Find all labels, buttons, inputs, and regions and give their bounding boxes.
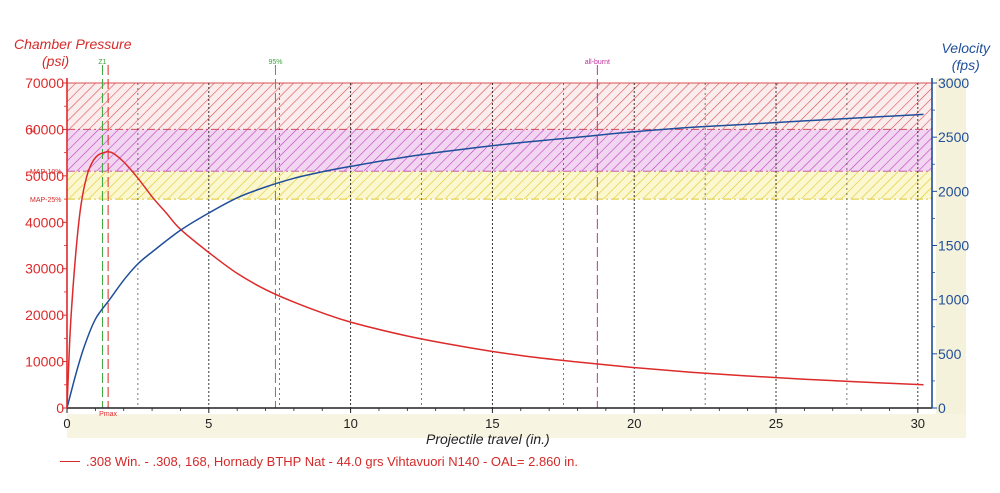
x-tick-label: 20 xyxy=(627,416,641,431)
marker-label-z1: Z1 xyxy=(98,59,106,66)
x-tick-label: 15 xyxy=(485,416,499,431)
band-label: MAP-25% xyxy=(30,197,62,204)
series-line-chamber-pressure xyxy=(66,150,924,409)
right-tick-label: 2000 xyxy=(938,183,969,199)
left-axis-title: Chamber Pressure (psi) xyxy=(14,36,132,70)
right-tick-label: 3000 xyxy=(938,75,969,91)
band-hatch-map-10- xyxy=(67,129,932,172)
legend-swatch xyxy=(60,461,80,462)
x-tick-label: 25 xyxy=(769,416,783,431)
left-tick-label: 30000 xyxy=(25,261,64,277)
x-tick-label: 0 xyxy=(63,416,70,431)
marker-label-95-: 95% xyxy=(268,59,282,66)
left-tick-label: 0 xyxy=(56,400,64,416)
right-tick-label: 2500 xyxy=(938,129,969,145)
left-tick-label: 60000 xyxy=(25,121,64,137)
right-tick-label: 1000 xyxy=(938,292,969,308)
band-label: M xyxy=(30,127,36,134)
bottom-margin-tint xyxy=(67,414,966,438)
legend: .308 Win. - .308, 168, Hornady BTHP Nat … xyxy=(60,454,578,469)
x-tick-label: 30 xyxy=(911,416,925,431)
left-tick-label: 40000 xyxy=(25,214,64,230)
left-tick-label: 10000 xyxy=(25,354,64,370)
band-label: MAP-10% xyxy=(30,169,62,176)
x-tick-label: 5 xyxy=(205,416,212,431)
band-hatch-map xyxy=(67,83,932,130)
marker-label-pmax: Pmax xyxy=(99,411,117,418)
left-tick-label: 20000 xyxy=(25,307,64,323)
right-axis-label: Velocity xyxy=(941,40,990,56)
marker-label-all-burnt: all-burnt xyxy=(585,59,610,66)
series-line-velocity xyxy=(66,113,924,409)
right-tick-label: 0 xyxy=(938,400,946,416)
band-hatch-map-25- xyxy=(67,171,932,200)
right-margin-tint xyxy=(936,78,966,438)
right-tick-label: 1500 xyxy=(938,238,969,254)
left-axis-unit: (psi) xyxy=(42,53,70,69)
left-axis-label: Chamber Pressure xyxy=(14,36,132,52)
x-axis-title: Projectile travel (in.) xyxy=(426,431,550,447)
right-axis-unit: (fps) xyxy=(951,57,980,73)
right-tick-label: 500 xyxy=(938,346,962,362)
left-tick-label: 50000 xyxy=(25,168,64,184)
legend-label: .308 Win. - .308, 168, Hornady BTHP Nat … xyxy=(86,454,578,469)
right-axis-title: Velocity (fps) xyxy=(941,40,990,74)
left-tick-label: 70000 xyxy=(25,75,64,91)
x-tick-label: 10 xyxy=(343,416,357,431)
